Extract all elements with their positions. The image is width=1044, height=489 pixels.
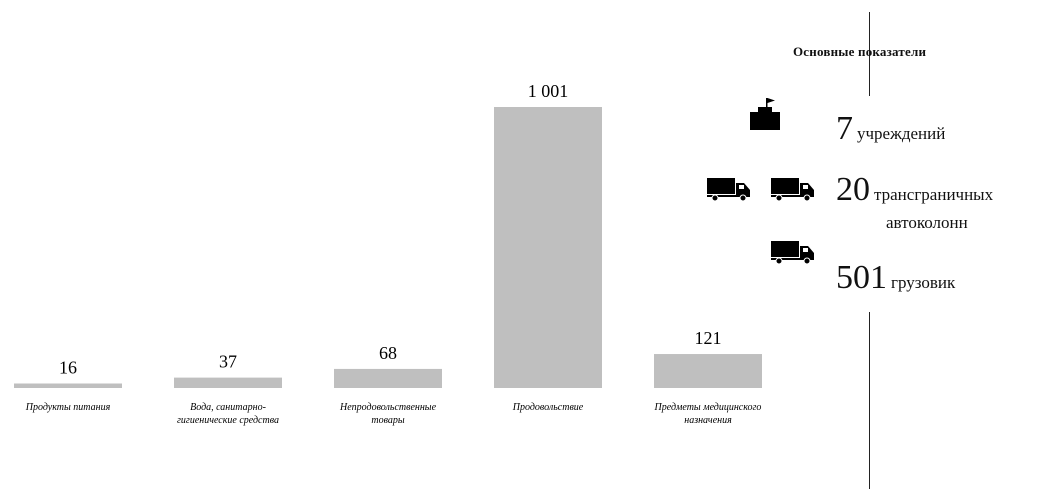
stat-institutions-number: 7: [836, 110, 853, 147]
bar: [334, 368, 442, 388]
bar: [14, 383, 122, 388]
data-label: 16: [59, 358, 77, 378]
building-flag-icon: [750, 98, 780, 130]
category-label: назначения: [684, 415, 732, 426]
stat-convoys-number: 20: [836, 171, 870, 208]
stat-institutions: 7 учреждений: [836, 112, 945, 146]
bar-chart: 16 Продукты питания 37 Вода, санитарно-гиги…: [14, 81, 762, 426]
category-label: Предметы медицинского: [654, 402, 762, 413]
category-label: гигиенические средства: [177, 415, 279, 426]
key-indicators-title: Основные показатели: [793, 44, 927, 59]
bar: [654, 354, 762, 388]
truck-icon: [771, 178, 814, 202]
divider-line-bottom: [869, 312, 870, 489]
data-label: 68: [379, 343, 397, 363]
bar: [174, 377, 282, 388]
category-label: Продовольствие: [512, 402, 584, 413]
data-label: 121: [695, 328, 722, 348]
truck-icon: [707, 178, 750, 202]
category-label: Продукты питания: [25, 402, 111, 413]
stat-convoys: 20 трансграничных автоколонн: [836, 173, 1044, 233]
stat-institutions-text: учреждений: [857, 124, 946, 143]
data-label: 37: [219, 352, 237, 372]
category-label: товары: [371, 415, 404, 426]
data-label: 1 001: [528, 81, 569, 101]
stat-trucks-number: 501: [836, 259, 887, 296]
stat-trucks-text: грузовик: [891, 273, 956, 292]
truck-icon: [771, 241, 814, 265]
divider-line-top: [869, 12, 870, 96]
category-label: Непродовольственные: [339, 402, 437, 413]
stat-trucks: 501 грузовик: [836, 261, 955, 295]
stat-convoys-text-line2: автоколонн: [886, 213, 968, 232]
category-label: Вода, санитарно-: [190, 402, 266, 413]
stat-convoys-text-line1: трансграничных: [874, 185, 994, 204]
bar: [494, 107, 602, 388]
